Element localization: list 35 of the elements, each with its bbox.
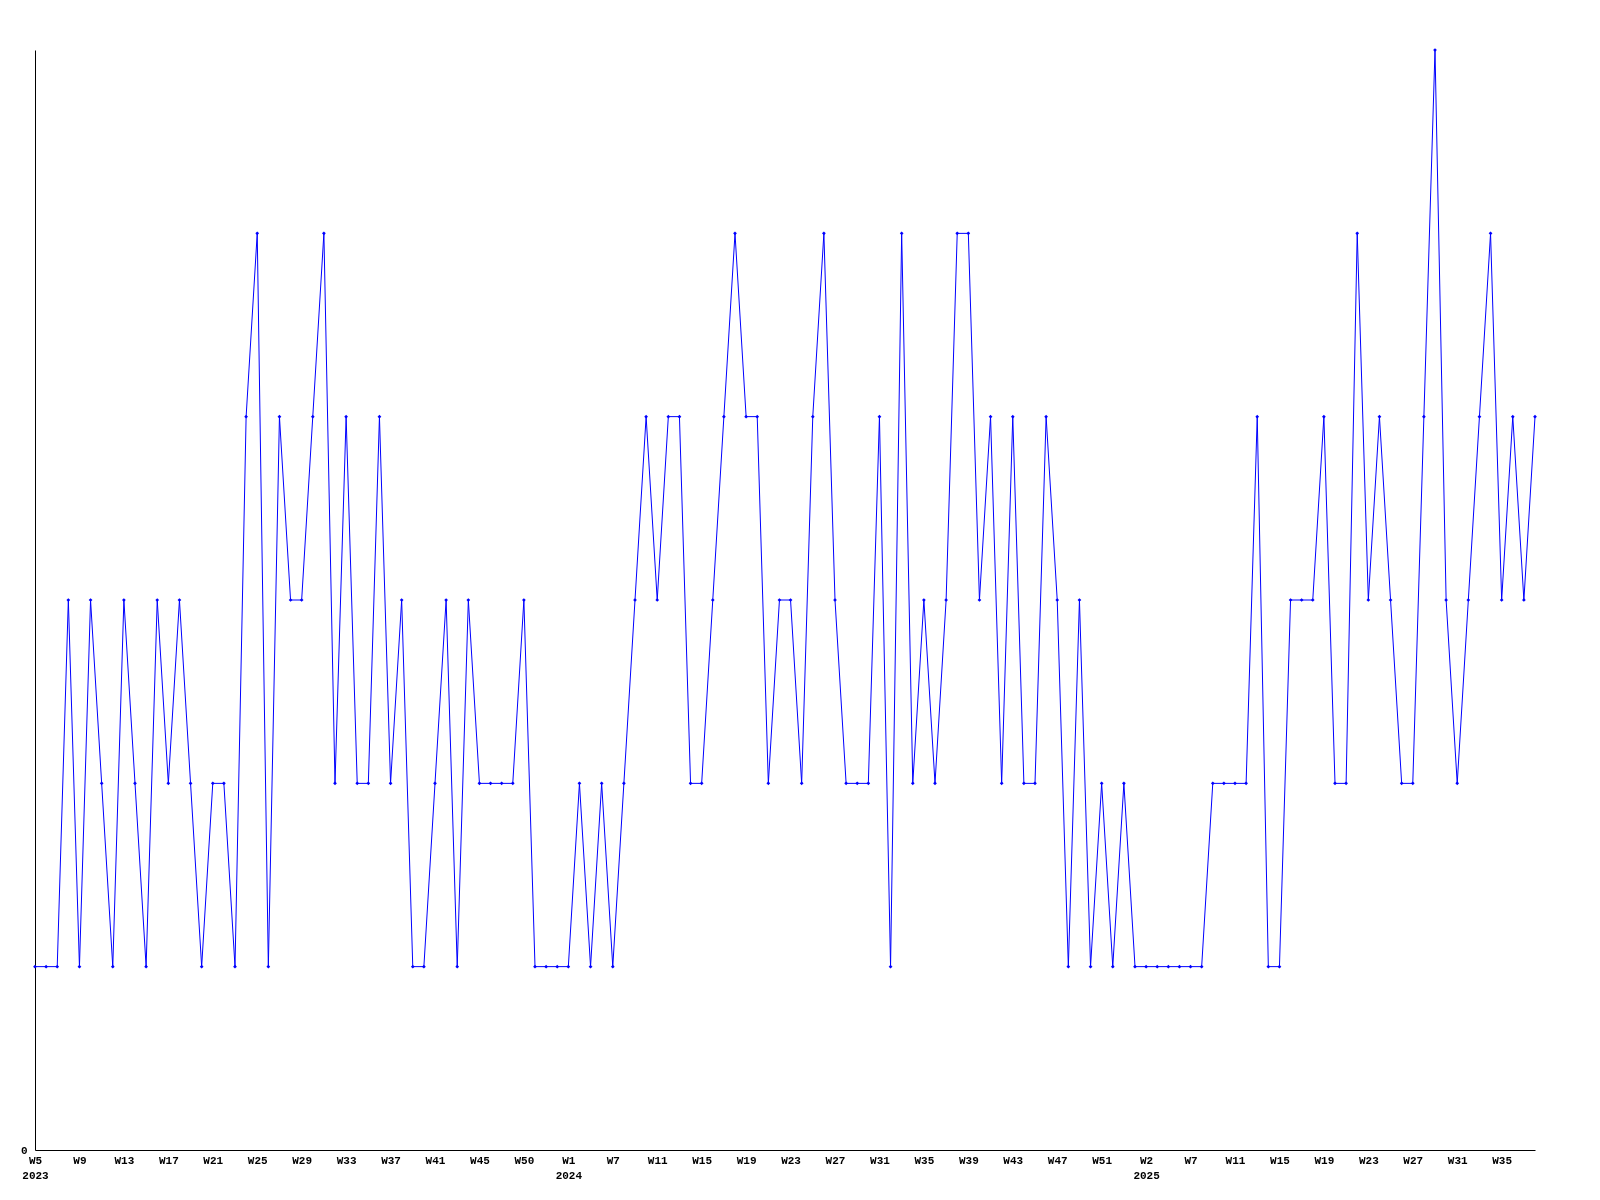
x-tick-label: W9 (73, 1154, 87, 1167)
x-tick-label: W35 (1492, 1154, 1513, 1167)
x-tick-label: W33 (336, 1154, 357, 1167)
x-tick-label: W13 (114, 1154, 135, 1167)
x-tick-label: W29 (292, 1154, 313, 1167)
x-tick-label: W50 (514, 1154, 535, 1167)
x-tick-label: W31 (870, 1154, 891, 1167)
text: 0 (20, 1144, 28, 1157)
x-tick-label: W11 (647, 1154, 669, 1167)
x-tick-label: W39 (958, 1154, 979, 1167)
x-tick-label: W2 2025 (1133, 1154, 1161, 1182)
x-tick-label: W7 (1184, 1154, 1198, 1167)
x-tick-label: W41 (425, 1154, 446, 1167)
x-tick-label: W45 (470, 1154, 491, 1167)
x-tick-label: W31 (1447, 1154, 1469, 1167)
x-tick-label: W43 (1003, 1154, 1024, 1167)
x-tick-label: W17 (158, 1154, 179, 1167)
x-tick-label: W21 (203, 1154, 224, 1167)
x-tick-label: W23 (1358, 1154, 1380, 1167)
x-tick-label: W7 (606, 1154, 620, 1167)
x-tick-label: W19 (1314, 1154, 1335, 1167)
x-tick-label: W15 (1270, 1154, 1291, 1167)
x-tick-label: W27 (825, 1154, 846, 1167)
x-tick-label: W15 (692, 1154, 713, 1167)
x-tick-label: W5 2023 (22, 1154, 50, 1182)
x-tick-label: W47 (1047, 1154, 1068, 1167)
x-tick-label: W27 (1403, 1154, 1424, 1167)
x-tick-label: W23 (781, 1154, 802, 1167)
x-tick-label: W1 2024 (555, 1154, 583, 1182)
x-tick-label: W19 (736, 1154, 757, 1167)
x-tick-label: W11 (1225, 1154, 1246, 1167)
x-tick-label: W35 (914, 1154, 935, 1167)
x-tick-label: W37 (381, 1154, 401, 1167)
x-tick-label: W25 (247, 1154, 269, 1167)
x-tick-label: W51 (1092, 1154, 1113, 1167)
